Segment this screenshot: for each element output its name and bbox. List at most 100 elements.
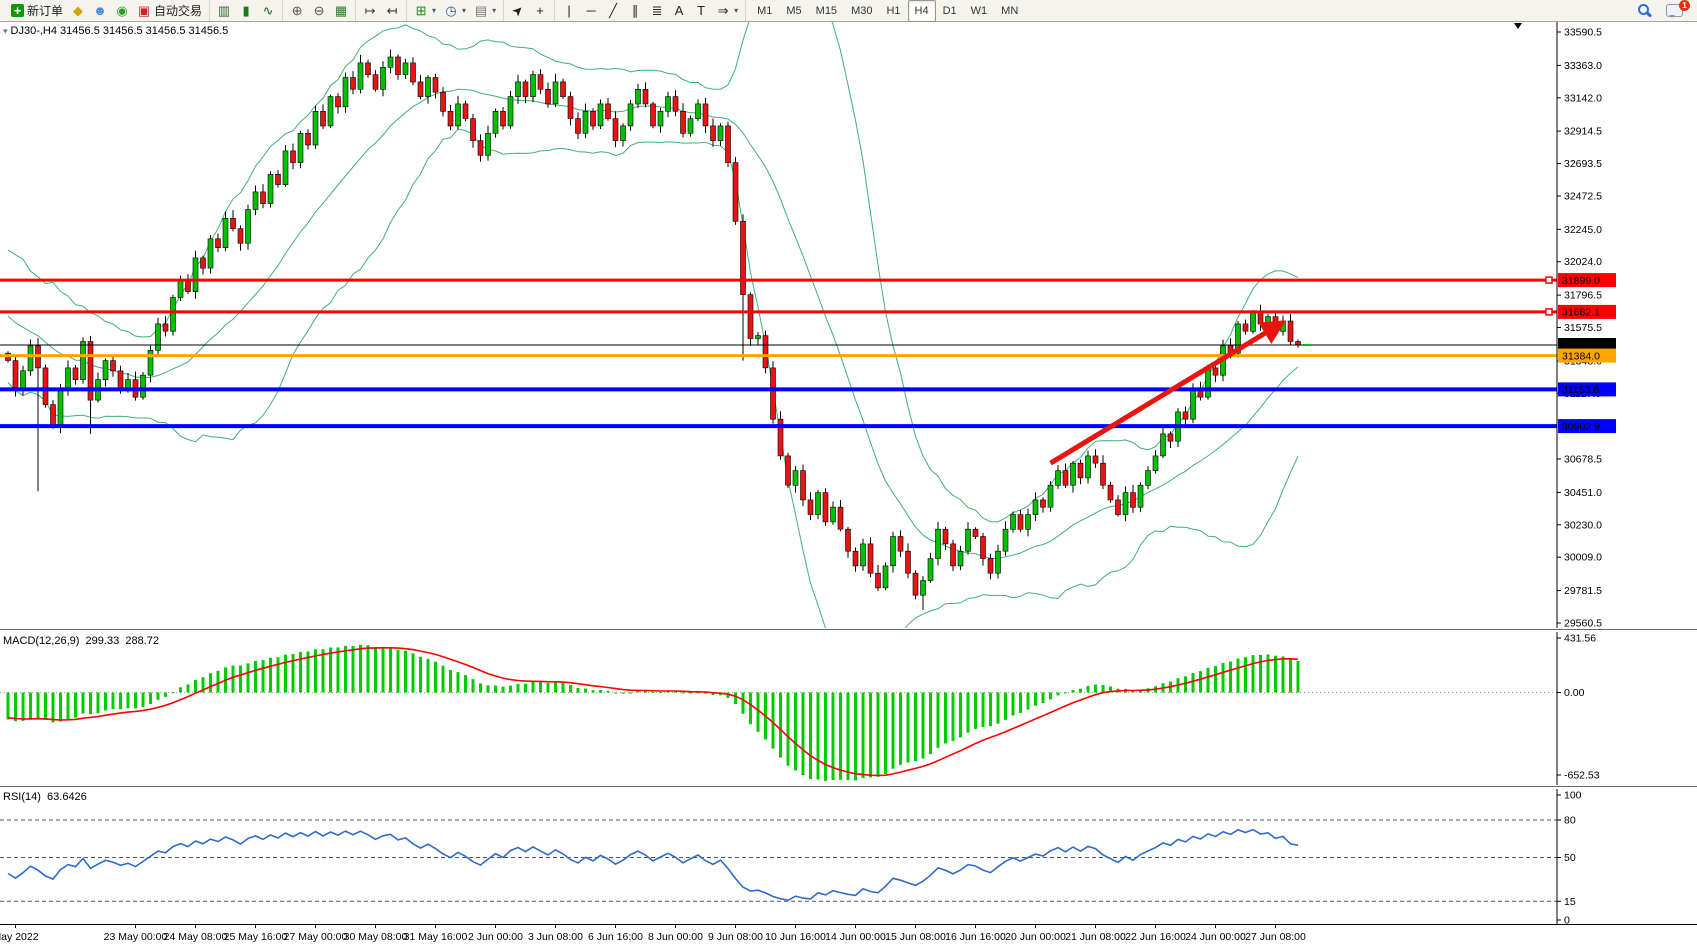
zoom-in-icon: ⊕ [291, 2, 303, 18]
search-button[interactable] [1633, 0, 1656, 22]
toolbar-group: + 新订单 ◆ ☻ ◉ ▣ 自动交易 [4, 0, 211, 22]
timeframe-h1-button[interactable]: H1 [886, 4, 901, 17]
svg-text:32914.5: 32914.5 [1564, 126, 1602, 138]
vertical-line-button[interactable]: | [558, 0, 580, 22]
macd-value-main: 299.33 [85, 635, 120, 647]
svg-text:20 Jun 00:00: 20 Jun 00:00 [1005, 931, 1066, 943]
svg-text:80: 80 [1564, 815, 1576, 827]
new-chart-icon: ⊞ [415, 2, 427, 18]
svg-text:31796.5: 31796.5 [1564, 290, 1602, 302]
svg-text:29560.5: 29560.5 [1564, 618, 1602, 629]
bar-chart-button[interactable]: ▥ [213, 0, 235, 22]
line-chart-icon: ∿ [262, 2, 274, 18]
autotrading-button[interactable]: ▣ 自动交易 [133, 0, 206, 22]
dropdown-arrow-icon: ▾ [492, 6, 497, 15]
metaeditor-button[interactable]: ◆ [67, 0, 89, 22]
fibonacci-button[interactable]: ≣ [646, 0, 668, 22]
timeframe-h4-button[interactable]: H4 [907, 0, 936, 22]
profiles-button[interactable]: ◷ ▾ [440, 0, 470, 22]
svg-text:32024.0: 32024.0 [1564, 256, 1602, 268]
indicators-list-button[interactable]: ▤ ▾ [470, 0, 500, 22]
svg-text:31899.0: 31899.0 [1562, 275, 1600, 287]
auto-scroll-button[interactable]: ↦ [359, 0, 381, 22]
chart-shift-marker[interactable] [1514, 23, 1522, 29]
new-order-button[interactable]: + 新订单 [7, 0, 67, 22]
svg-text:32693.5: 32693.5 [1564, 158, 1602, 170]
svg-text:25 May 16:00: 25 May 16:00 [224, 931, 288, 943]
chart-area: 33590.5 33363.0 33142.0 32914.5 32693.5 32472… [0, 22, 1697, 946]
community-button[interactable]: ☻ [89, 0, 111, 22]
timeframe-m15-button[interactable]: M15 [815, 4, 838, 17]
svg-text:30009.0: 30009.0 [1564, 552, 1602, 564]
svg-text:22 Jun 16:00: 22 Jun 16:00 [1125, 931, 1186, 943]
tile-windows-icon: ▦ [334, 2, 348, 18]
timeframe-w1-button[interactable]: W1 [970, 4, 988, 17]
toolbar: + 新订单 ◆ ☻ ◉ ▣ 自动交易 ▥ ▮ ∿ ⊕ ⊖ ▦ ↦ ↤ ⊞ ▾ ◷ ▾ ▤ ▾ ➤ + | ─ ╱ ∥ ≣ A T ⇒ ▾ M1… [0, 0, 1697, 22]
timeframe-m5-button[interactable]: M5 [786, 4, 802, 17]
candlestick-chart-icon: ▮ [242, 2, 250, 18]
symbol-ohlc-text: DJ30-,H4 31456.5 31456.5 31456.5 31456.5 [10, 25, 229, 37]
timeframe-mn-button[interactable]: MN [1001, 4, 1019, 17]
timeframe-m1-button[interactable]: M1 [757, 4, 773, 17]
dropdown-arrow-icon: ▾ [734, 6, 739, 15]
svg-text:31 May 16:00: 31 May 16:00 [404, 931, 468, 943]
news-button[interactable]: ◉ [111, 0, 133, 22]
svg-text:0: 0 [1564, 915, 1570, 925]
new-chart-button[interactable]: ⊞ ▾ [410, 0, 440, 22]
rsi-label: RSI(14) 63.6426 [3, 791, 87, 803]
toolbar-group: ➤ + [504, 0, 556, 22]
svg-text:31153.6: 31153.6 [1562, 384, 1599, 396]
macd-panel[interactable]: 431.56 0.00 -652.53 [0, 632, 1697, 785]
zoom-in-button[interactable]: ⊕ [286, 0, 308, 22]
macd-value-signal: 288.72 [125, 635, 159, 647]
macd-name: MACD(12,26,9) [3, 635, 80, 647]
timeframe-m30-button[interactable]: M30 [851, 4, 873, 17]
equidistant-channel-button[interactable]: ∥ [624, 0, 646, 22]
svg-text:30678.5: 30678.5 [1564, 454, 1602, 466]
trendline-button[interactable]: ╱ [602, 0, 624, 22]
text-label-button[interactable]: T [690, 0, 712, 22]
chat-icon [1666, 4, 1683, 18]
horizontal-line-button[interactable]: ─ [580, 0, 602, 22]
zoom-out-button[interactable]: ⊖ [308, 0, 330, 22]
candlestick-chart-button[interactable]: ▮ [235, 0, 257, 22]
svg-text:31575.5: 31575.5 [1564, 322, 1602, 334]
price-scale[interactable] [1557, 22, 1697, 924]
toolbar-groups: + 新订单 ◆ ☻ ◉ ▣ 自动交易 ▥ ▮ ∿ ⊕ ⊖ ▦ ↦ ↤ ⊞ ▾ ◷ ▾ ▤ ▾ ➤ + | ─ ╱ ∥ ≣ A T ⇒ ▾ [4, 0, 747, 22]
toolbar-group: ⊞ ▾ ◷ ▾ ▤ ▾ [407, 0, 505, 22]
svg-text:16 Jun 16:00: 16 Jun 16:00 [945, 931, 1006, 943]
svg-text:May 2022: May 2022 [0, 931, 39, 943]
arrows-button[interactable]: ⇒ ▾ [712, 0, 742, 22]
svg-text:30451.0: 30451.0 [1564, 487, 1602, 499]
svg-text:24 May 08:00: 24 May 08:00 [164, 931, 228, 943]
rsi-panel[interactable]: 100 80 50 15 0 [0, 789, 1697, 924]
one-click-trading-toggle[interactable]: ▾ [3, 25, 8, 36]
svg-text:27 Jun 08:00: 27 Jun 08:00 [1245, 931, 1306, 943]
svg-text:9 Jun 08:00: 9 Jun 08:00 [708, 931, 763, 943]
svg-text:14 Jun 00:00: 14 Jun 00:00 [825, 931, 886, 943]
svg-text:30 May 08:00: 30 May 08:00 [344, 931, 408, 943]
toolbar-group: | ─ ╱ ∥ ≣ A T ⇒ ▾ [555, 0, 747, 22]
crosshair-button[interactable]: + [529, 0, 551, 22]
svg-text:10 Jun 16:00: 10 Jun 16:00 [765, 931, 826, 943]
new-order-icon: + [11, 4, 24, 17]
dropdown-arrow-icon: ▾ [432, 6, 437, 15]
price-chart[interactable]: 33590.5 33363.0 33142.0 32914.5 32693.5 32472… [0, 22, 1697, 628]
rsi-name: RSI(14) [3, 791, 41, 803]
tile-windows-button[interactable]: ▦ [330, 0, 352, 22]
cursor-button[interactable]: ➤ [507, 0, 529, 22]
timeframe-d1-button[interactable]: D1 [942, 4, 957, 17]
text-button[interactable]: A [668, 0, 690, 22]
notifications-button[interactable]: 1 [1662, 0, 1690, 22]
svg-text:-652.53: -652.53 [1564, 770, 1600, 782]
symbol-info: ▾ DJ30-,H4 31456.5 31456.5 31456.5 31456… [3, 25, 228, 37]
toolbar-group: ▥ ▮ ∿ [210, 0, 284, 22]
svg-text:50: 50 [1564, 852, 1576, 864]
chart-shift-button[interactable]: ↤ [381, 0, 403, 22]
timeframe-bar: M1 M5 M15 M30 H1 H4 D1 W1 MN [750, 0, 1025, 22]
line-chart-button[interactable]: ∿ [257, 0, 279, 22]
svg-text:30902.9: 30902.9 [1562, 421, 1600, 433]
svg-text:31682.1: 31682.1 [1562, 307, 1600, 319]
equidistant-channel-icon: ∥ [631, 2, 639, 18]
